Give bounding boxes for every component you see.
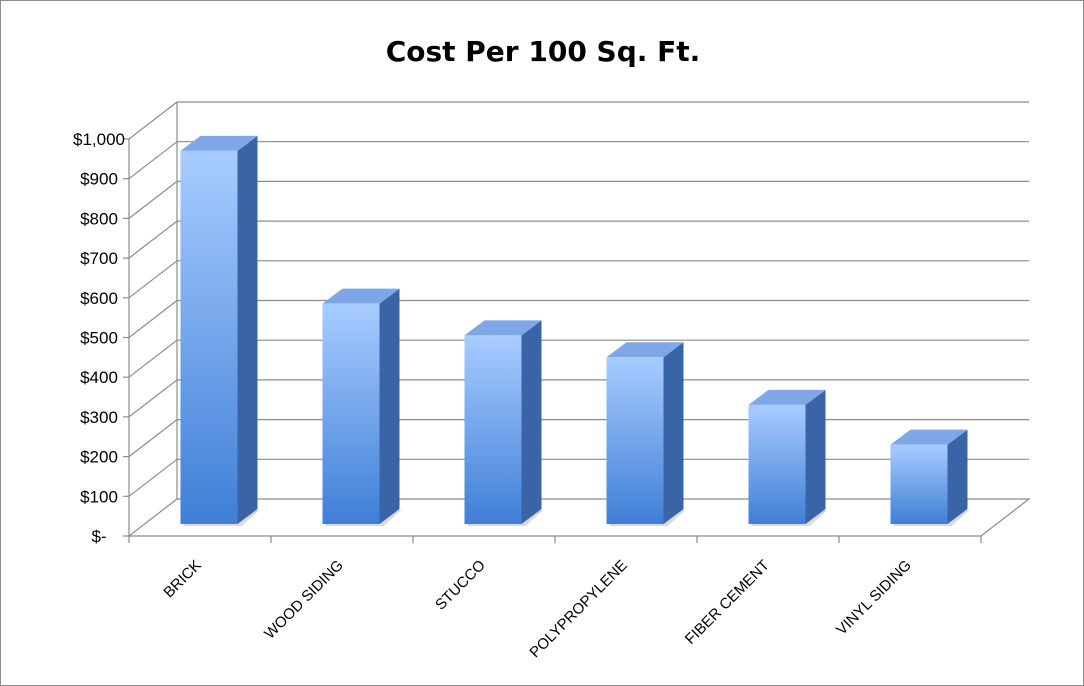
- side-gridline: [128, 458, 178, 497]
- bar-side-face: [237, 135, 258, 524]
- bar: [890, 429, 970, 526]
- bar-top-face: [748, 389, 826, 405]
- y-tick-label: $300: [80, 408, 118, 427]
- bar-front-face: [606, 357, 664, 524]
- x-tick-label: FIBER CEMENT: [682, 557, 773, 648]
- bar-side-face: [521, 320, 542, 524]
- y-tick-label: $800: [80, 209, 118, 228]
- bar-top-face: [322, 288, 400, 304]
- side-gridline: [128, 180, 178, 219]
- x-tick-label: POLYPROPYLENE: [526, 557, 630, 661]
- x-tick-label: BRICK: [160, 557, 204, 601]
- x-tick-label: VINYL SIDING: [833, 557, 915, 639]
- bar-top-face: [180, 135, 258, 151]
- x-tick-label: STUCCO: [432, 557, 489, 614]
- bar-front-face: [890, 444, 948, 524]
- bar-top-face: [606, 342, 684, 358]
- y-tick-label: $600: [80, 289, 118, 308]
- y-tick-label: $500: [80, 329, 118, 348]
- side-gridline: [128, 101, 178, 140]
- y-tick-label: $700: [80, 249, 118, 268]
- y-tick-label: $-: [91, 527, 106, 546]
- bar-front-face: [464, 335, 522, 524]
- bar-side-face: [805, 389, 826, 524]
- bar-front-face: [748, 404, 806, 524]
- side-gridline: [128, 300, 178, 338]
- bars: [180, 135, 970, 526]
- bar: [464, 320, 544, 526]
- bar-front-face: [180, 150, 238, 524]
- bar-front-face: [322, 303, 380, 524]
- side-gridline: [128, 141, 178, 180]
- bar: [322, 288, 402, 526]
- chart-title: Cost Per 100 Sq. Ft.: [386, 35, 701, 68]
- bar: [606, 342, 686, 526]
- bar: [748, 389, 828, 526]
- bar-side-face: [379, 288, 400, 524]
- side-gridline: [128, 339, 178, 378]
- bar-side-face: [947, 429, 968, 524]
- y-axis-tick-labels: $- $100 $200 $300 $400 $500 $600 $700 $800 $900 $1…: [73, 130, 125, 546]
- y-tick-label: $100: [80, 487, 118, 506]
- gridlines: [123, 101, 1029, 537]
- bar-top-face: [464, 320, 542, 336]
- bar-top-face: [890, 429, 968, 445]
- bar-side-face: [663, 342, 684, 524]
- y-tick-label: $200: [80, 448, 118, 467]
- y-tick-label: $400: [80, 368, 118, 387]
- x-tick-label: WOOD SIDING: [261, 557, 347, 643]
- y-tick-label: $900: [80, 170, 118, 189]
- side-gridline: [128, 379, 178, 418]
- x-axis-tick-labels: BRICK WOOD SIDING STUCCO POLYPROPYLENE FIBER…: [160, 557, 914, 661]
- y-tick-label: $1,000: [73, 130, 125, 149]
- bar: [180, 135, 260, 526]
- side-gridline: [128, 419, 178, 458]
- side-gridline: [128, 220, 178, 259]
- side-gridline: [128, 260, 178, 299]
